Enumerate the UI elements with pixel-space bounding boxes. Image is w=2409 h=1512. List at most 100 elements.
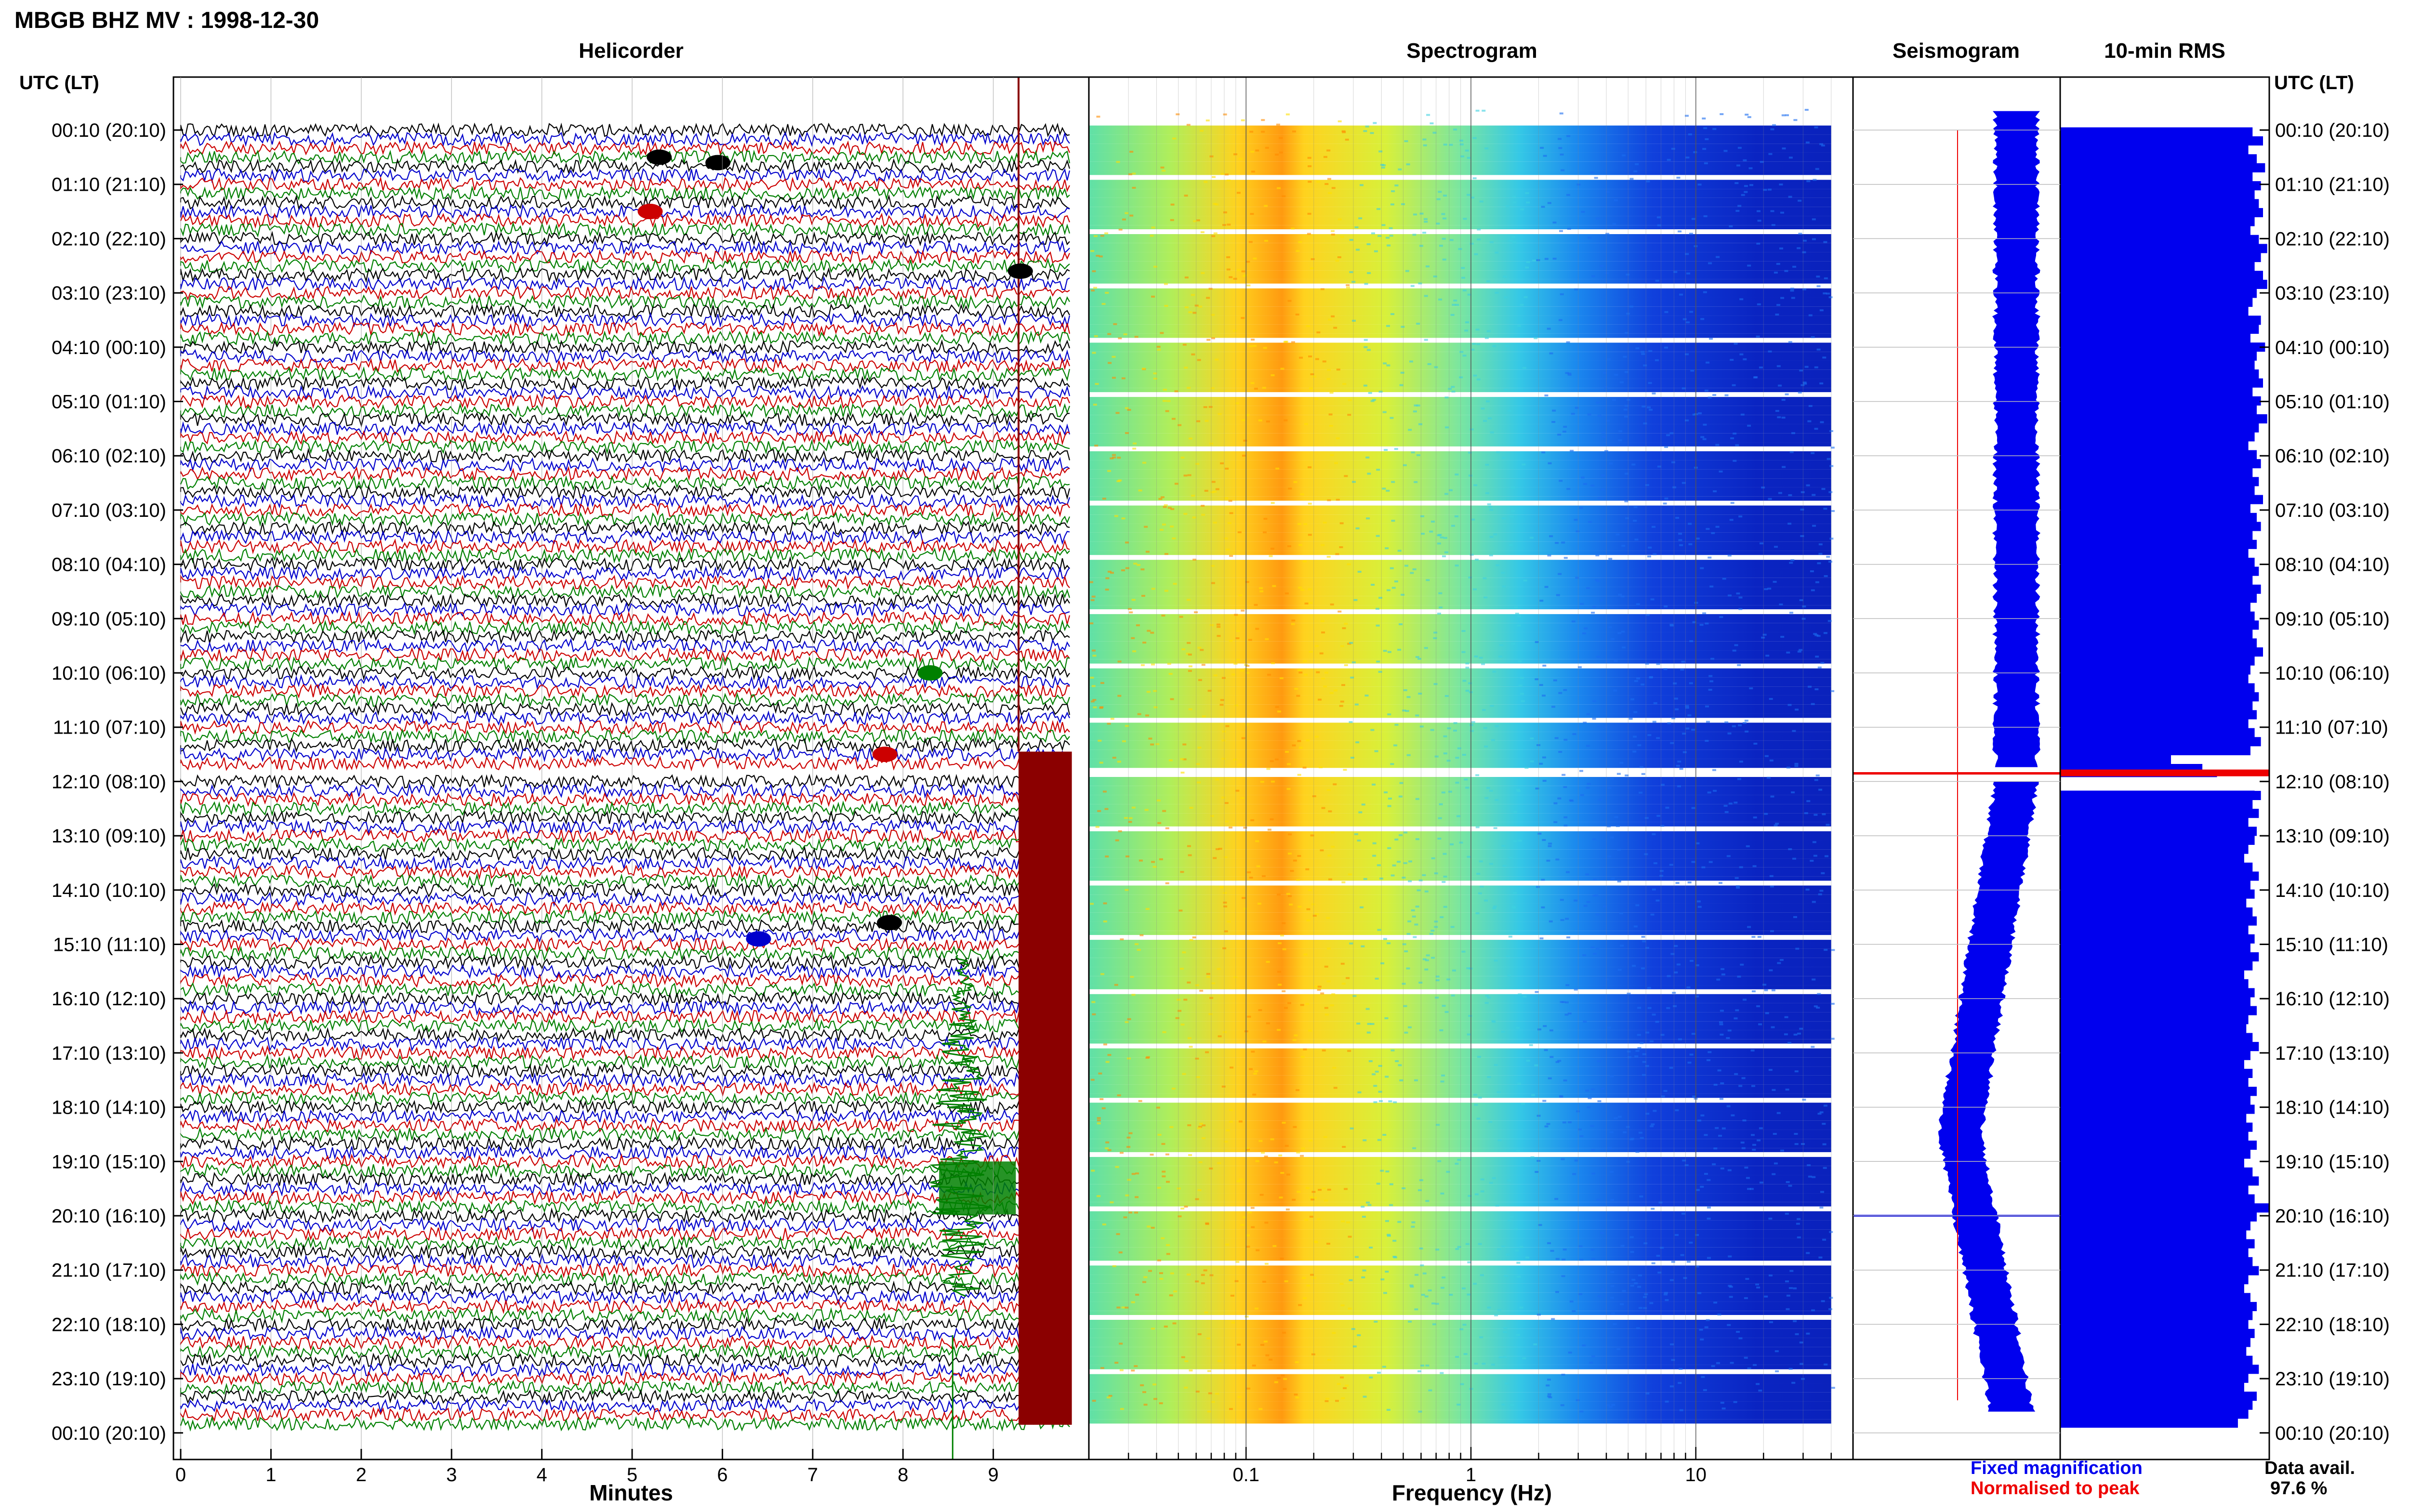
spectrogram-speckle [1101, 303, 1106, 305]
spectrogram-speckle [1495, 725, 1499, 727]
spectrogram-row [1089, 813, 1831, 822]
helicorder-trace [180, 131, 1070, 147]
rms-bar [2060, 513, 2257, 522]
spectrogram-speckle [1788, 494, 1792, 496]
spectrogram-speckle [1467, 855, 1471, 858]
spectrogram-speckle [1548, 845, 1552, 847]
spectrogram-row [1089, 1365, 1831, 1369]
spectrogram-row [1089, 324, 1831, 334]
spectrogram-speckle [1314, 398, 1319, 400]
spectrogram-speckle [1117, 457, 1121, 459]
spectrogram-speckle [1164, 504, 1168, 506]
spectrogram-speckle [1741, 1077, 1746, 1079]
spectrogram-speckle [1337, 1383, 1341, 1385]
helicorder-trace [180, 1262, 1071, 1278]
spectrogram-speckle [1378, 597, 1383, 599]
spectrogram-speckle [1596, 401, 1600, 404]
spectrogram-speckle [1544, 586, 1549, 588]
spectrogram-speckle [1758, 1389, 1762, 1392]
spectrogram-speckle [1390, 417, 1394, 419]
spectrogram-speckle [1303, 1297, 1307, 1300]
spectrogram-speckle [1403, 464, 1407, 466]
helicorder-trace [180, 1362, 1070, 1378]
spectrogram-speckle [1637, 1034, 1641, 1036]
spectrogram-speckle [1108, 1394, 1112, 1397]
helicorder-trace [180, 511, 1071, 527]
spectrogram-speckle [1279, 1196, 1283, 1199]
spectrogram-speckle [1211, 481, 1216, 483]
spectrogram-speckle [1441, 1074, 1445, 1077]
spectrogram-speckle [1792, 265, 1797, 268]
helicorder-event [872, 747, 898, 763]
spectrogram-row [1089, 1066, 1831, 1076]
helicorder-trace [180, 520, 1070, 537]
spectrogram-speckle [1778, 492, 1782, 494]
spectrogram-speckle [1797, 247, 1801, 250]
spectrogram-speckle [1107, 1396, 1111, 1399]
spectrogram-speckle [1539, 600, 1544, 602]
spectrogram-speckle [1308, 181, 1312, 183]
spectrogram-speckle [1800, 508, 1804, 511]
spectrogram-speckle [1479, 1336, 1483, 1339]
spectrogram-speckle [1475, 558, 1479, 561]
spectrogram-speckle [1770, 885, 1774, 888]
spectrogram-speckle [1349, 642, 1353, 644]
hour-label-right: 08:10 (04:10) [2275, 554, 2390, 576]
spectrogram-speckle [1387, 713, 1391, 716]
spectrogram-speckle [1598, 799, 1602, 801]
spectrogram-speckle [1132, 650, 1137, 653]
spectrogram-speckle [1312, 795, 1316, 797]
spectrogram-speckle [1122, 740, 1126, 742]
spectrogram-speckle [1626, 274, 1630, 276]
rms-bar [2060, 997, 2250, 1007]
spectrogram-speckle [1806, 800, 1811, 802]
spectrogram-speckle [1386, 364, 1390, 367]
spectrogram-speckle [1237, 1343, 1241, 1346]
rms-bar [2060, 665, 2250, 675]
helicorder-trace [180, 629, 1070, 645]
spectrogram-speckle [1567, 228, 1571, 230]
spectrogram-speckle [1455, 781, 1459, 784]
spectrogram-speckle [1605, 134, 1610, 136]
spectrogram-speckle [1125, 541, 1129, 544]
spectrogram-speckle [1187, 1274, 1191, 1275]
spectrogram-speckle [1284, 592, 1289, 594]
spectrogram-speckle [1518, 993, 1522, 996]
spectrogram-speckle [1181, 648, 1186, 650]
spectrogram-speckle [1558, 692, 1562, 694]
spectrogram-speckle [1807, 420, 1812, 422]
spectrogram-speckle [1544, 258, 1549, 260]
spectrogram-speckle [1335, 1400, 1339, 1402]
spectrogram-speckle [1715, 1127, 1719, 1129]
spectrogram-speckle [1382, 1366, 1386, 1368]
spectrogram-speckle [1255, 1160, 1259, 1162]
spectrogram-speckle [1309, 1139, 1312, 1142]
spectrogram-speckle [1559, 112, 1563, 115]
spectrogram-speckle [1679, 768, 1683, 770]
helicorder-trace [180, 719, 1070, 735]
spectrogram-speckle [1357, 1091, 1362, 1093]
spectrogram-speckle [1310, 373, 1314, 375]
helicorder-trace [180, 1198, 1070, 1215]
spectrogram-speckle [1629, 1236, 1634, 1238]
spectrogram-speckle [1294, 1394, 1298, 1396]
spectrogram-speckle [1308, 355, 1312, 357]
spectrogram-speckle [1404, 140, 1408, 143]
spectrogram-speckle [1153, 265, 1158, 268]
figure-title: MBGB BHZ MV : 1998-12-30 [14, 8, 319, 33]
spectrogram-speckle [1250, 213, 1254, 215]
spectrogram-speckle [1271, 548, 1274, 550]
spectrogram-speckle [1698, 412, 1702, 414]
spectrogram-speckle [1484, 147, 1489, 150]
spectrogram-speckle [1744, 720, 1748, 722]
spectrogram-speckle [1335, 260, 1339, 262]
helicorder-trace [180, 1415, 1070, 1432]
spectrogram-speckle [1288, 833, 1292, 836]
spectrogram-speckle [1798, 199, 1802, 202]
spectrogram-speckle [1689, 640, 1694, 643]
spectrogram-speckle [1277, 894, 1281, 896]
rms-bar [2060, 800, 2253, 809]
spectrogram-speckle [1740, 963, 1744, 966]
spectrogram-speckle [1562, 1001, 1566, 1003]
spectrogram-speckle [1643, 1296, 1647, 1298]
